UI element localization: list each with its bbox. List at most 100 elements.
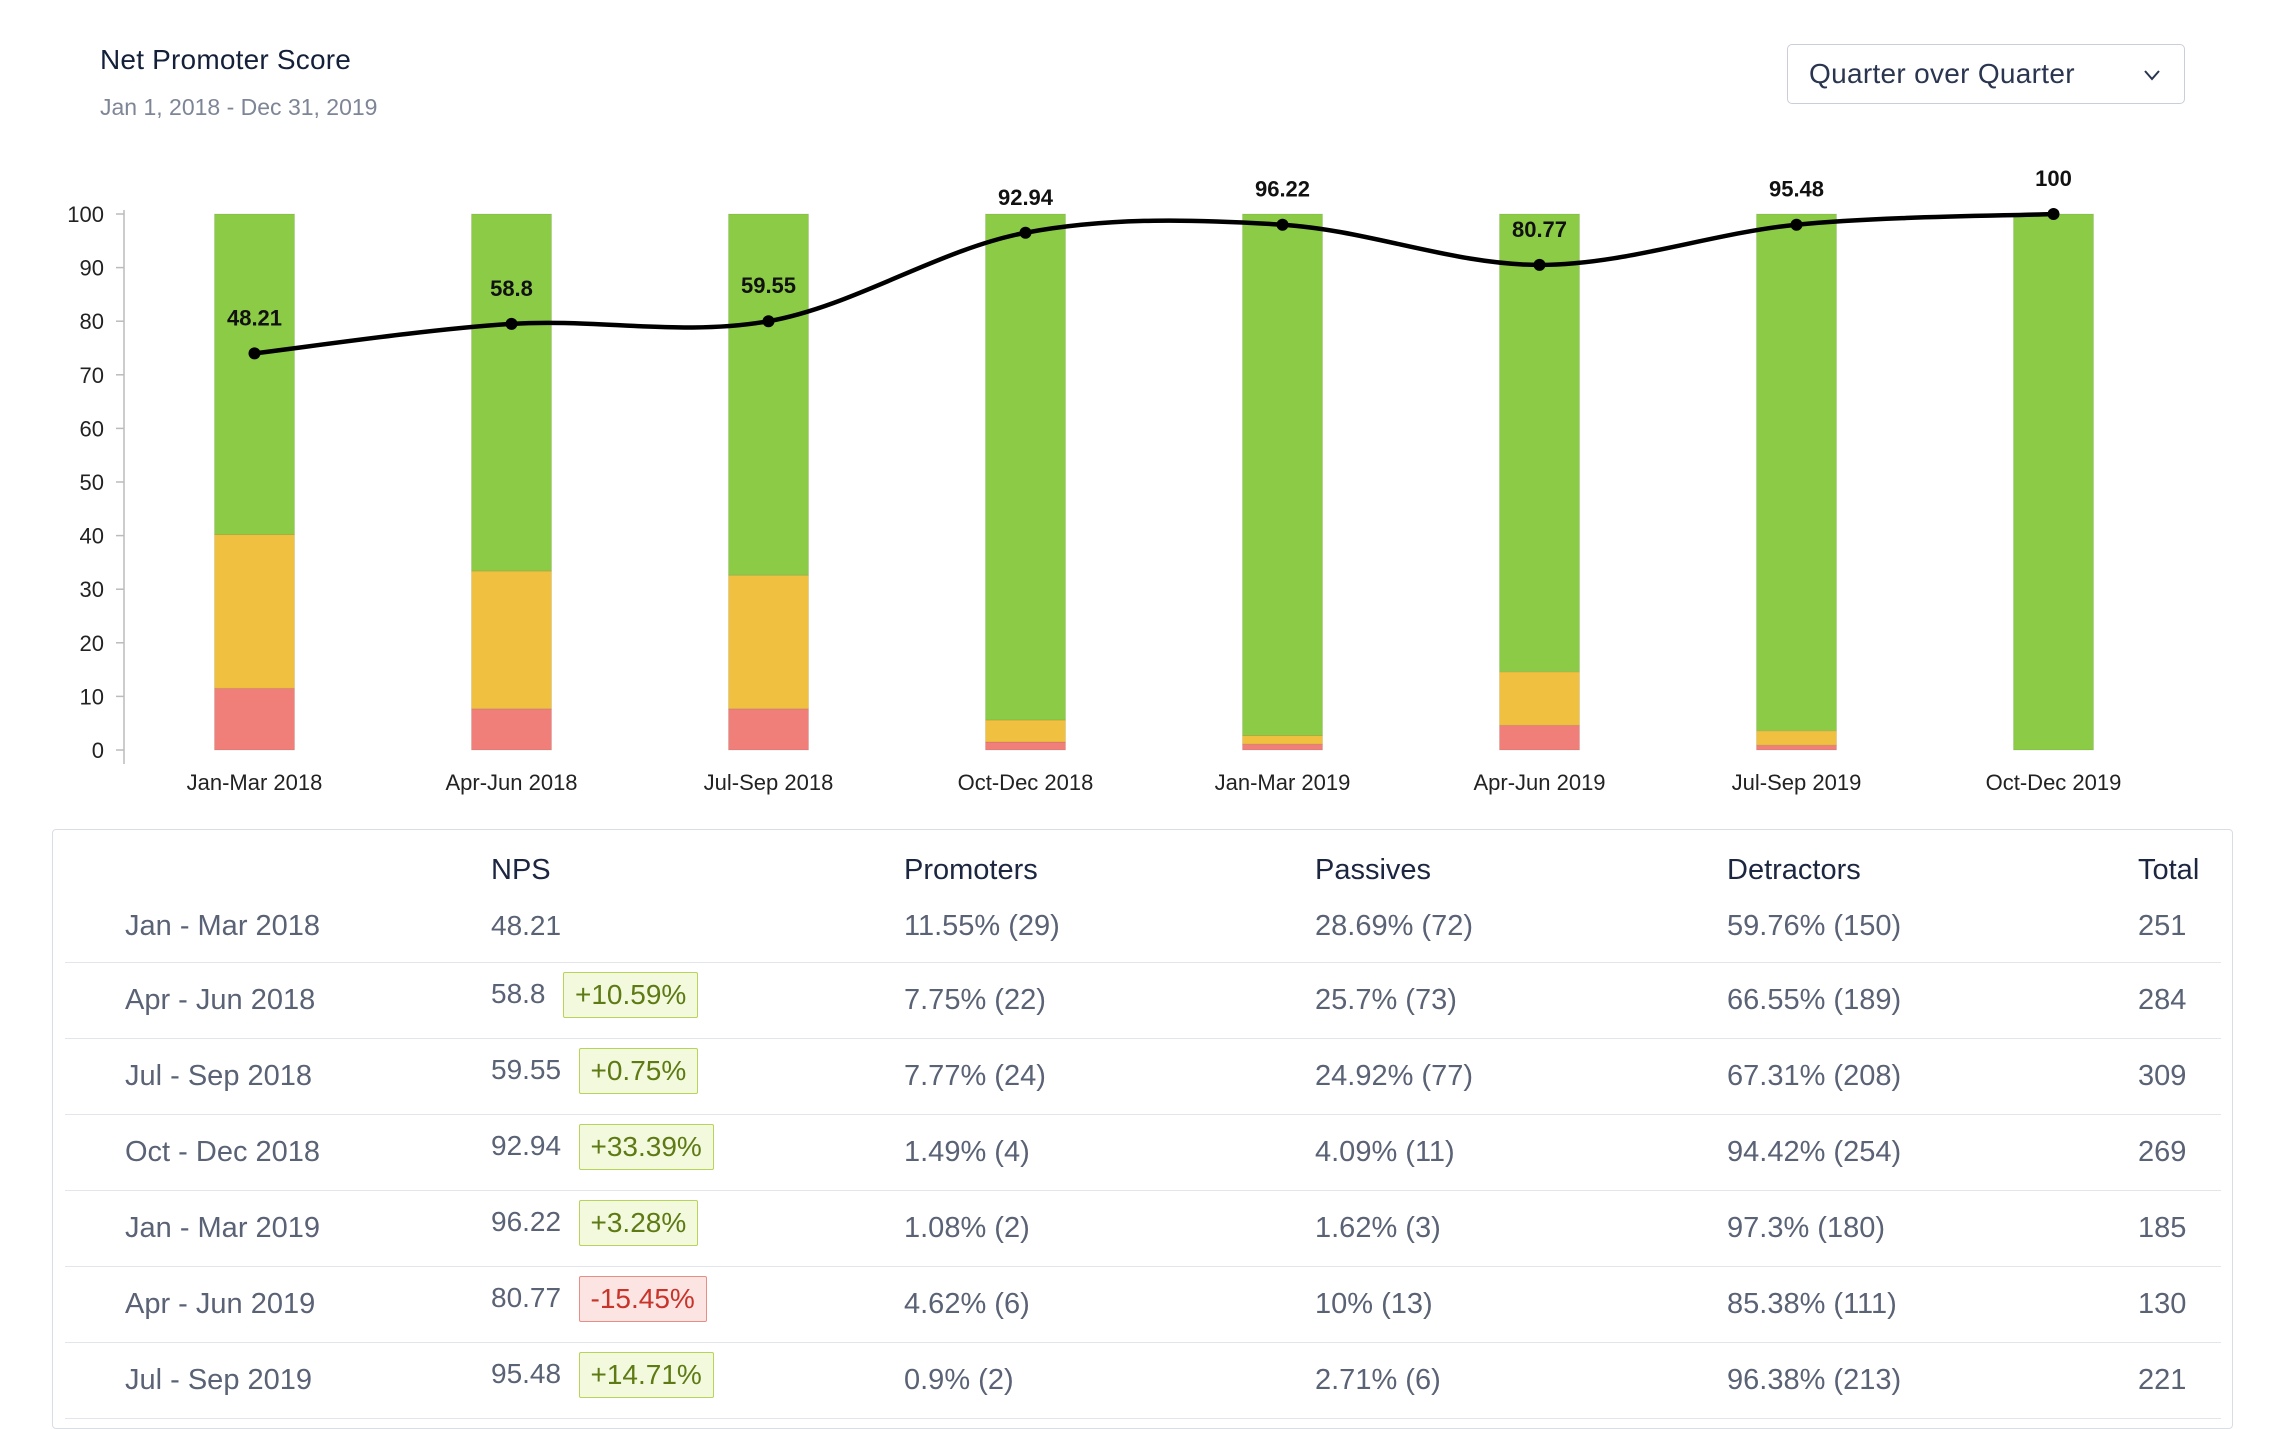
bar-promoters[interactable] [728, 213, 809, 576]
row-nps: 80.77 [491, 1282, 562, 1313]
nps-point[interactable] [1019, 226, 1032, 239]
table-header: NPS Promoters Passives Detractors Total [53, 830, 2232, 902]
x-tick-label: Oct-Dec 2018 [958, 770, 1094, 795]
nps-point[interactable] [1533, 258, 1546, 271]
row-total: 309 [2138, 1060, 2187, 1092]
row-detractors: 94.42% (254) [1727, 1136, 1902, 1168]
nps-data-label: 80.77 [1512, 217, 1567, 242]
row-total: 251 [2138, 910, 2187, 942]
bar-passives[interactable] [214, 534, 295, 689]
x-tick-label: Apr-Jun 2019 [1473, 770, 1605, 795]
row-passives: 4.09% (11) [1315, 1136, 1455, 1168]
bar-detractors[interactable] [471, 708, 552, 751]
row-detractors: 97.3% (180) [1727, 1212, 1885, 1244]
row-passives: 24.92% (77) [1315, 1060, 1473, 1092]
nps-point[interactable] [505, 317, 518, 330]
bar-detractors[interactable] [214, 687, 295, 751]
bar-detractors[interactable] [1756, 744, 1837, 751]
bar-passives[interactable] [471, 570, 552, 710]
col-header-total: Total [2138, 854, 2200, 886]
row-nps: 95.48 [491, 1358, 562, 1389]
y-tick-label: 40 [80, 524, 104, 549]
y-tick-label: 70 [80, 363, 104, 388]
nps-line [254, 211, 2054, 356]
x-tick-label: Apr-Jun 2018 [445, 770, 577, 795]
nps-point[interactable] [762, 315, 775, 328]
bar-detractors[interactable] [728, 708, 809, 751]
nps-data-label: 100 [2035, 166, 2072, 191]
change-badge: +33.39% [578, 1124, 714, 1170]
y-tick-label: 50 [80, 470, 104, 495]
col-header-nps: NPS [491, 854, 551, 886]
bar-promoters[interactable] [1756, 213, 1837, 732]
row-total: 130 [2138, 1288, 2187, 1320]
row-promoters: 7.77% (24) [904, 1060, 1046, 1092]
table-row: Oct - Dec 2018 92.94 1.49% (4) 4.09% (11) 94… [65, 1114, 2221, 1191]
period-dropdown[interactable]: Quarter over Quarter [1787, 44, 2185, 104]
x-tick-label: Oct-Dec 2019 [1986, 770, 2122, 795]
nps-point[interactable] [1790, 218, 1803, 231]
row-detractors: 85.38% (111) [1727, 1288, 1897, 1320]
nps-data-label: 58.8 [490, 276, 533, 301]
row-nps: 58.8 [491, 978, 546, 1009]
row-period: Jan - Mar 2018 [125, 910, 321, 942]
row-passives: 1.62% (3) [1315, 1212, 1441, 1244]
bar-passives[interactable] [1499, 671, 1580, 726]
x-tick-label: Jan-Mar 2018 [187, 770, 323, 795]
row-promoters: 4.62% (6) [904, 1288, 1030, 1320]
nps-point[interactable] [248, 347, 261, 360]
row-period: Jul - Sep 2018 [125, 1060, 313, 1092]
nps-data-label: 48.21 [227, 305, 282, 330]
y-tick-label: 20 [80, 631, 104, 656]
change-badge: +0.75% [578, 1048, 699, 1094]
change-badge: +14.71% [578, 1352, 714, 1398]
nps-point[interactable] [1276, 218, 1289, 231]
row-total: 185 [2138, 1212, 2187, 1244]
y-tick-label: 30 [80, 577, 104, 602]
bar-promoters[interactable] [471, 213, 552, 572]
table-row: Apr - Jun 2019 80.77 4.62% (6) 10% (13) 85.3… [65, 1266, 2221, 1343]
row-period: Oct - Dec 2018 [125, 1136, 321, 1168]
bar-promoters[interactable] [1499, 213, 1580, 673]
period-dropdown-value: Quarter over Quarter [1809, 58, 2075, 89]
row-detractors: 67.31% (208) [1727, 1060, 1902, 1092]
row-nps: 59.55 [491, 1054, 562, 1085]
row-passives: 28.69% (72) [1315, 910, 1473, 942]
nps-point[interactable] [2047, 208, 2060, 220]
row-total: 269 [2138, 1136, 2187, 1168]
row-passives: 10% (13) [1315, 1288, 1433, 1320]
bar-promoters[interactable] [2013, 213, 2094, 751]
row-detractors: 59.76% (150) [1727, 910, 1902, 942]
col-header-promoters: Promoters [904, 854, 1038, 886]
y-tick-label: 80 [80, 309, 104, 334]
bar-promoters[interactable] [214, 213, 295, 536]
row-nps: 48.21 [491, 910, 562, 941]
row-promoters: 1.49% (4) [904, 1136, 1030, 1168]
table-row: Jul - Sep 2018 59.55 7.77% (24) 24.92% (77)… [65, 1038, 2221, 1115]
page-title: Net Promoter Score [100, 44, 352, 75]
bar-detractors[interactable] [1499, 724, 1580, 751]
row-promoters: 11.55% (29) [904, 910, 1060, 942]
row-period: Jul - Sep 2019 [125, 1364, 313, 1396]
bar-promoters[interactable] [1242, 213, 1323, 737]
table-row: Jan - Mar 2018 48.21 11.55% (29) 28.69% (72… [65, 888, 2221, 963]
bar-promoters[interactable] [985, 213, 1066, 721]
row-detractors: 66.55% (189) [1727, 984, 1902, 1016]
table-row: Jan - Mar 2019 96.22 1.08% (2) 1.62% (3) 97.… [65, 1190, 2221, 1267]
bar-passives[interactable] [985, 719, 1066, 743]
table-row: Jul - Sep 2019 95.48 0.9% (2) 2.71% (6) 96.3… [65, 1342, 2221, 1419]
nps-chart: 0 10 20 30 40 50 60 70 80 90 100 Jan-Mar 2018 Apr-Ju… [67, 166, 2122, 795]
bar-detractors[interactable] [985, 741, 1066, 751]
row-nps: 96.22 [491, 1206, 562, 1237]
row-promoters: 1.08% (2) [904, 1212, 1030, 1244]
row-passives: 25.7% (73) [1315, 984, 1457, 1016]
change-badge: +10.59% [563, 972, 699, 1018]
row-passives: 2.71% (6) [1315, 1364, 1441, 1396]
bar-passives[interactable] [1756, 730, 1837, 746]
row-period: Apr - Jun 2018 [125, 984, 316, 1016]
bar-passives[interactable] [728, 574, 809, 710]
y-tick-label: 60 [80, 416, 104, 441]
bar-detractors[interactable] [1242, 743, 1323, 751]
nps-table: NPS Promoters Passives Detractors Total … [52, 829, 2233, 1429]
bar-passives[interactable] [1242, 735, 1323, 745]
